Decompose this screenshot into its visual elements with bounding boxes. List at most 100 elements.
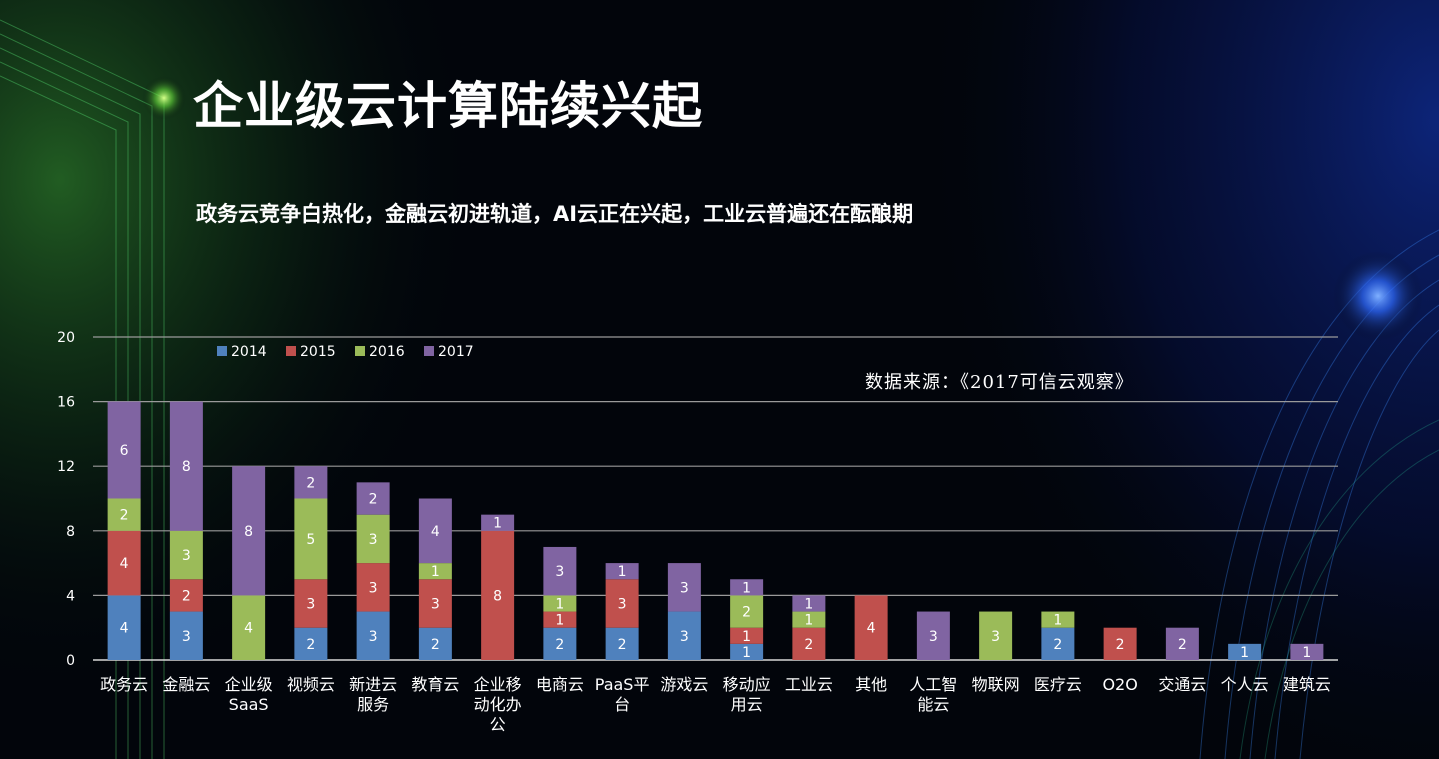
x-category-label-line: 台 [614, 695, 630, 714]
bar-value-label: 4 [120, 556, 129, 572]
bar-segment [730, 627, 764, 644]
bar-value-label: 8 [182, 459, 191, 475]
bar-segment [356, 514, 390, 564]
legend-swatch [355, 346, 365, 356]
bar-segment [418, 579, 452, 628]
x-category-label-line: 用云 [731, 695, 763, 714]
bar-segment [418, 627, 452, 660]
bar-segment [979, 611, 1013, 660]
x-category-label: O2O [1102, 675, 1137, 694]
x-category-label-line: 建筑云 [1283, 675, 1331, 694]
bar-segment [605, 627, 639, 660]
bar-value-label: 3 [431, 596, 440, 612]
bar-segment [543, 627, 577, 660]
bar-segment [667, 563, 701, 612]
x-category-label-line: 服务 [357, 695, 389, 714]
bar-segment [730, 643, 764, 660]
bar-value-label: 3 [306, 596, 315, 612]
bar-value-label: 3 [680, 629, 689, 645]
bar-segment [107, 530, 141, 596]
x-category-label-line: 动化办 [474, 695, 522, 714]
slide-title: 企业级云计算陆续兴起 [193, 77, 703, 135]
bar-value-label: 4 [244, 621, 253, 637]
bar-value-label: 3 [991, 629, 1000, 645]
x-category-label-line: 电商云 [536, 675, 584, 694]
x-category-label: 政务云 [100, 675, 148, 694]
bar-value-label: 8 [244, 524, 253, 540]
bar-segment [481, 514, 515, 531]
x-category-label: 其他 [855, 675, 887, 694]
bar-value-label: 2 [431, 637, 440, 653]
bar-value-label: 2 [618, 637, 627, 653]
x-category-label: 金融云 [162, 675, 210, 694]
x-category-label-line: 移动应 [723, 675, 771, 694]
data-source-note: 数据来源：《2017可信云观察》 [865, 372, 1134, 393]
bar-value-label: 1 [742, 629, 751, 645]
bar-value-label: 2 [369, 492, 378, 508]
bar-value-label: 1 [431, 564, 440, 580]
x-category-label: 企业级 SaaS [225, 675, 273, 714]
x-category-label-line: SaaS [229, 695, 269, 714]
bar-segment [294, 498, 328, 580]
bar-segment [543, 546, 577, 596]
bar-segment [1165, 627, 1199, 660]
bar-value-label: 1 [804, 613, 813, 629]
x-category-label: 企业移动化办公 [474, 675, 522, 734]
bar-value-label: 1 [742, 645, 751, 661]
bar-value-label: 1 [1240, 645, 1249, 661]
bar-segment [792, 627, 826, 660]
x-category-label-line: 医疗云 [1034, 675, 1082, 694]
x-category-label: 建筑云 [1283, 675, 1331, 694]
bar-value-label: 8 [493, 588, 502, 604]
y-tick-label: 4 [66, 588, 75, 604]
bar-value-label: 3 [555, 564, 564, 580]
y-tick-label: 12 [57, 459, 75, 475]
bar-segment [418, 498, 452, 564]
legend-swatch [217, 346, 227, 356]
bar-value-label: 3 [182, 548, 191, 564]
bar-value-label: 2 [306, 475, 315, 491]
x-category-label-line: O2O [1102, 675, 1137, 694]
bar-value-label: 2 [1178, 637, 1187, 653]
bar-segment [356, 563, 390, 612]
legend-label: 2017 [438, 344, 474, 360]
bar-segment [1041, 627, 1075, 660]
bar-segment [169, 611, 203, 660]
bar-value-label: 5 [306, 532, 315, 548]
legend-swatch [424, 346, 434, 356]
bar-value-label: 1 [742, 580, 751, 596]
x-category-label: 移动应用云 [723, 675, 771, 714]
y-tick-label: 0 [66, 653, 75, 669]
bar-segment [356, 611, 390, 660]
x-category-label: 交通云 [1158, 675, 1206, 694]
bar-segment [543, 595, 577, 612]
x-category-label-line: 视频云 [287, 675, 335, 694]
bar-segment [792, 611, 826, 628]
bar-segment [730, 595, 764, 628]
bar-value-label: 3 [618, 596, 627, 612]
bar-value-label: 1 [555, 613, 564, 629]
bar-value-label: 2 [120, 508, 129, 524]
bar-segment [418, 563, 452, 580]
bar-segment [481, 530, 515, 660]
x-category-label: PaaS平台 [595, 675, 650, 714]
x-category-label-line: 交通云 [1158, 675, 1206, 694]
bar-value-label: 1 [493, 516, 502, 532]
x-category-label-line: 物联网 [972, 675, 1020, 694]
x-category-label-line: 公 [490, 715, 506, 734]
bar-value-label: 2 [804, 637, 813, 653]
x-category-label: 视频云 [287, 675, 335, 694]
bar-value-label: 1 [555, 596, 564, 612]
x-category-label: 教育云 [411, 675, 459, 694]
x-category-label: 个人云 [1221, 675, 1269, 694]
bar-segment [605, 579, 639, 628]
bar-segment [169, 579, 203, 612]
x-category-label: 电商云 [536, 675, 584, 694]
legend-label: 2015 [300, 344, 336, 360]
y-tick-label: 16 [57, 395, 75, 411]
bar-value-label: 3 [680, 580, 689, 596]
bar-value-label: 3 [929, 629, 938, 645]
bar-value-label: 6 [120, 443, 129, 459]
x-category-label-line: 工业云 [785, 675, 833, 694]
slide-subtitle: 政务云竞争白热化，金融云初进轨道，AI云正在兴起，工业云普遍还在酝酿期 [196, 202, 914, 226]
